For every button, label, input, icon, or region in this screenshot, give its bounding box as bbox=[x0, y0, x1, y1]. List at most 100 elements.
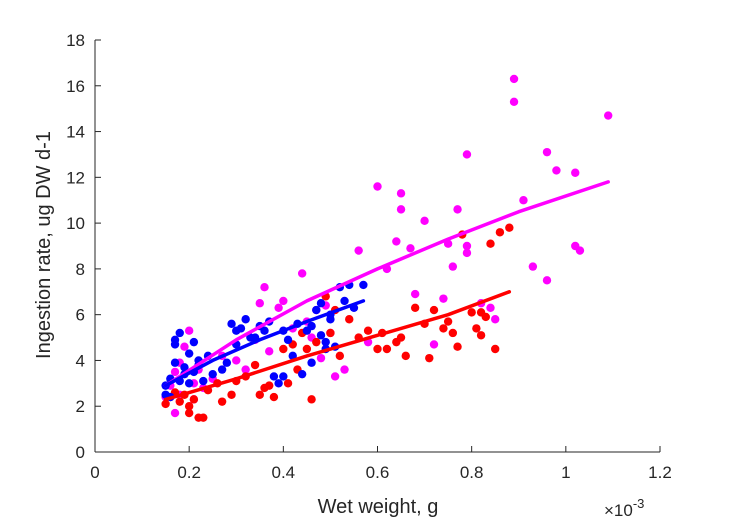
series-1-point-50 bbox=[467, 308, 476, 317]
series-0-point-49 bbox=[509, 74, 519, 84]
x-tick-label-6: 1.2 bbox=[648, 463, 672, 482]
series-0-point-32 bbox=[373, 182, 382, 191]
series-1-point-9 bbox=[199, 413, 208, 422]
series-1-point-20 bbox=[269, 392, 279, 402]
series-2-point-39 bbox=[297, 369, 307, 379]
series-1-point-41 bbox=[401, 351, 410, 361]
series-1-point-19 bbox=[265, 381, 274, 390]
series-2-point-37 bbox=[288, 351, 297, 361]
series-0-point-44 bbox=[453, 205, 462, 214]
series-2-point-10 bbox=[180, 363, 189, 372]
series-0-point-56 bbox=[571, 168, 580, 177]
series-2-point-25 bbox=[236, 324, 246, 333]
y-tick-label-4: 8 bbox=[76, 260, 85, 279]
series-2-point-17 bbox=[199, 376, 208, 386]
y-tick-label-2: 4 bbox=[76, 351, 85, 370]
y-tick-label-9: 18 bbox=[66, 31, 85, 50]
y-tick-label-3: 6 bbox=[76, 306, 85, 325]
series-0-point-21 bbox=[279, 296, 288, 306]
series-1-point-5 bbox=[184, 408, 194, 418]
series-0-point-14 bbox=[232, 356, 241, 365]
series-1-point-27 bbox=[307, 395, 316, 404]
series-2-point-33 bbox=[274, 379, 283, 388]
series-0-point-40 bbox=[429, 340, 439, 349]
series-2-point-32 bbox=[269, 372, 279, 381]
series-1-point-45 bbox=[429, 305, 439, 315]
series-1-point-51 bbox=[472, 324, 481, 333]
series-2-point-45 bbox=[321, 337, 330, 347]
y-tick-label-5: 10 bbox=[66, 214, 85, 233]
series-1-point-57 bbox=[505, 223, 514, 232]
series-1-point-26 bbox=[302, 344, 312, 354]
series-2-point-4 bbox=[170, 358, 180, 367]
series-2-point-7 bbox=[175, 328, 184, 338]
series-0-point-6 bbox=[180, 342, 189, 351]
series-0-point-59 bbox=[604, 111, 613, 120]
series-1-point-6 bbox=[184, 402, 194, 411]
series-2-point-21 bbox=[222, 358, 232, 367]
series-1-point-55 bbox=[491, 344, 500, 354]
series-1 bbox=[161, 223, 514, 422]
series-1-point-47 bbox=[448, 328, 458, 338]
plot-area bbox=[161, 74, 613, 422]
series-0-point-3 bbox=[170, 367, 180, 377]
x-tick-label-0: 0 bbox=[90, 463, 99, 482]
series-1-point-7 bbox=[189, 395, 199, 404]
series-2-point-44 bbox=[316, 299, 326, 308]
series-1-point-58 bbox=[476, 331, 486, 340]
series-1-point-56 bbox=[495, 228, 505, 237]
series-2-point-30 bbox=[260, 326, 269, 335]
series-1-point-53 bbox=[481, 312, 490, 322]
series-1-point-30 bbox=[326, 328, 335, 338]
series-1-point-59 bbox=[443, 317, 453, 326]
series-1-fit-line bbox=[163, 290, 512, 402]
y-tick-label-0: 0 bbox=[76, 443, 85, 462]
y-tick-label-7: 14 bbox=[66, 123, 85, 142]
series-2-point-54 bbox=[359, 280, 368, 290]
x-tick-label-2: 0.4 bbox=[272, 463, 296, 482]
series-0-point-52 bbox=[528, 262, 538, 271]
series-0-point-26 bbox=[316, 353, 326, 363]
series-2-point-20 bbox=[217, 365, 227, 374]
series-1-point-28 bbox=[312, 337, 321, 347]
series-2-point-26 bbox=[241, 315, 250, 324]
series-1-point-48 bbox=[453, 342, 462, 351]
series-2-point-41 bbox=[307, 321, 316, 331]
series-0-point-39 bbox=[420, 216, 429, 226]
series-0-point-18 bbox=[260, 283, 269, 292]
series-1-point-17 bbox=[255, 390, 264, 399]
series-0-point-2 bbox=[170, 408, 180, 418]
series-0-point-46 bbox=[462, 241, 472, 251]
x-axis-exponent: ×10-3 bbox=[604, 496, 644, 520]
series-1-point-35 bbox=[363, 326, 373, 335]
x-axis-exponent-power: -3 bbox=[633, 496, 645, 511]
series-0-point-55 bbox=[552, 166, 561, 175]
y-axis-title: Ingestion rate, ug DW d-1 bbox=[33, 131, 55, 359]
x-axis-exponent-base: ×10 bbox=[604, 501, 633, 520]
series-1-point-3 bbox=[175, 397, 184, 406]
series-1-point-36 bbox=[373, 344, 382, 354]
series-0-point-20 bbox=[274, 303, 283, 312]
series-0-point-37 bbox=[406, 244, 415, 253]
series-1-point-54 bbox=[486, 239, 495, 248]
series-1-point-21 bbox=[279, 344, 288, 354]
series-0-point-54 bbox=[542, 276, 552, 285]
series-1-point-22 bbox=[283, 379, 293, 388]
series-2-point-35 bbox=[279, 372, 288, 381]
series-2-point-43 bbox=[312, 305, 321, 315]
series-0-point-36 bbox=[396, 205, 406, 214]
series-1-point-38 bbox=[382, 344, 392, 354]
series-0-point-38 bbox=[410, 289, 420, 299]
y-tick-label-8: 16 bbox=[66, 77, 85, 96]
series-2-point-55 bbox=[316, 331, 326, 340]
series-2-point-42 bbox=[307, 358, 316, 367]
series-2-point-19 bbox=[208, 369, 217, 379]
series-0-point-15 bbox=[241, 365, 250, 374]
series-0-point-58 bbox=[575, 246, 585, 255]
y-tick-label-1: 2 bbox=[76, 397, 85, 416]
x-axis-title: Wet weight, g bbox=[318, 496, 439, 518]
series-1-point-32 bbox=[335, 351, 345, 361]
